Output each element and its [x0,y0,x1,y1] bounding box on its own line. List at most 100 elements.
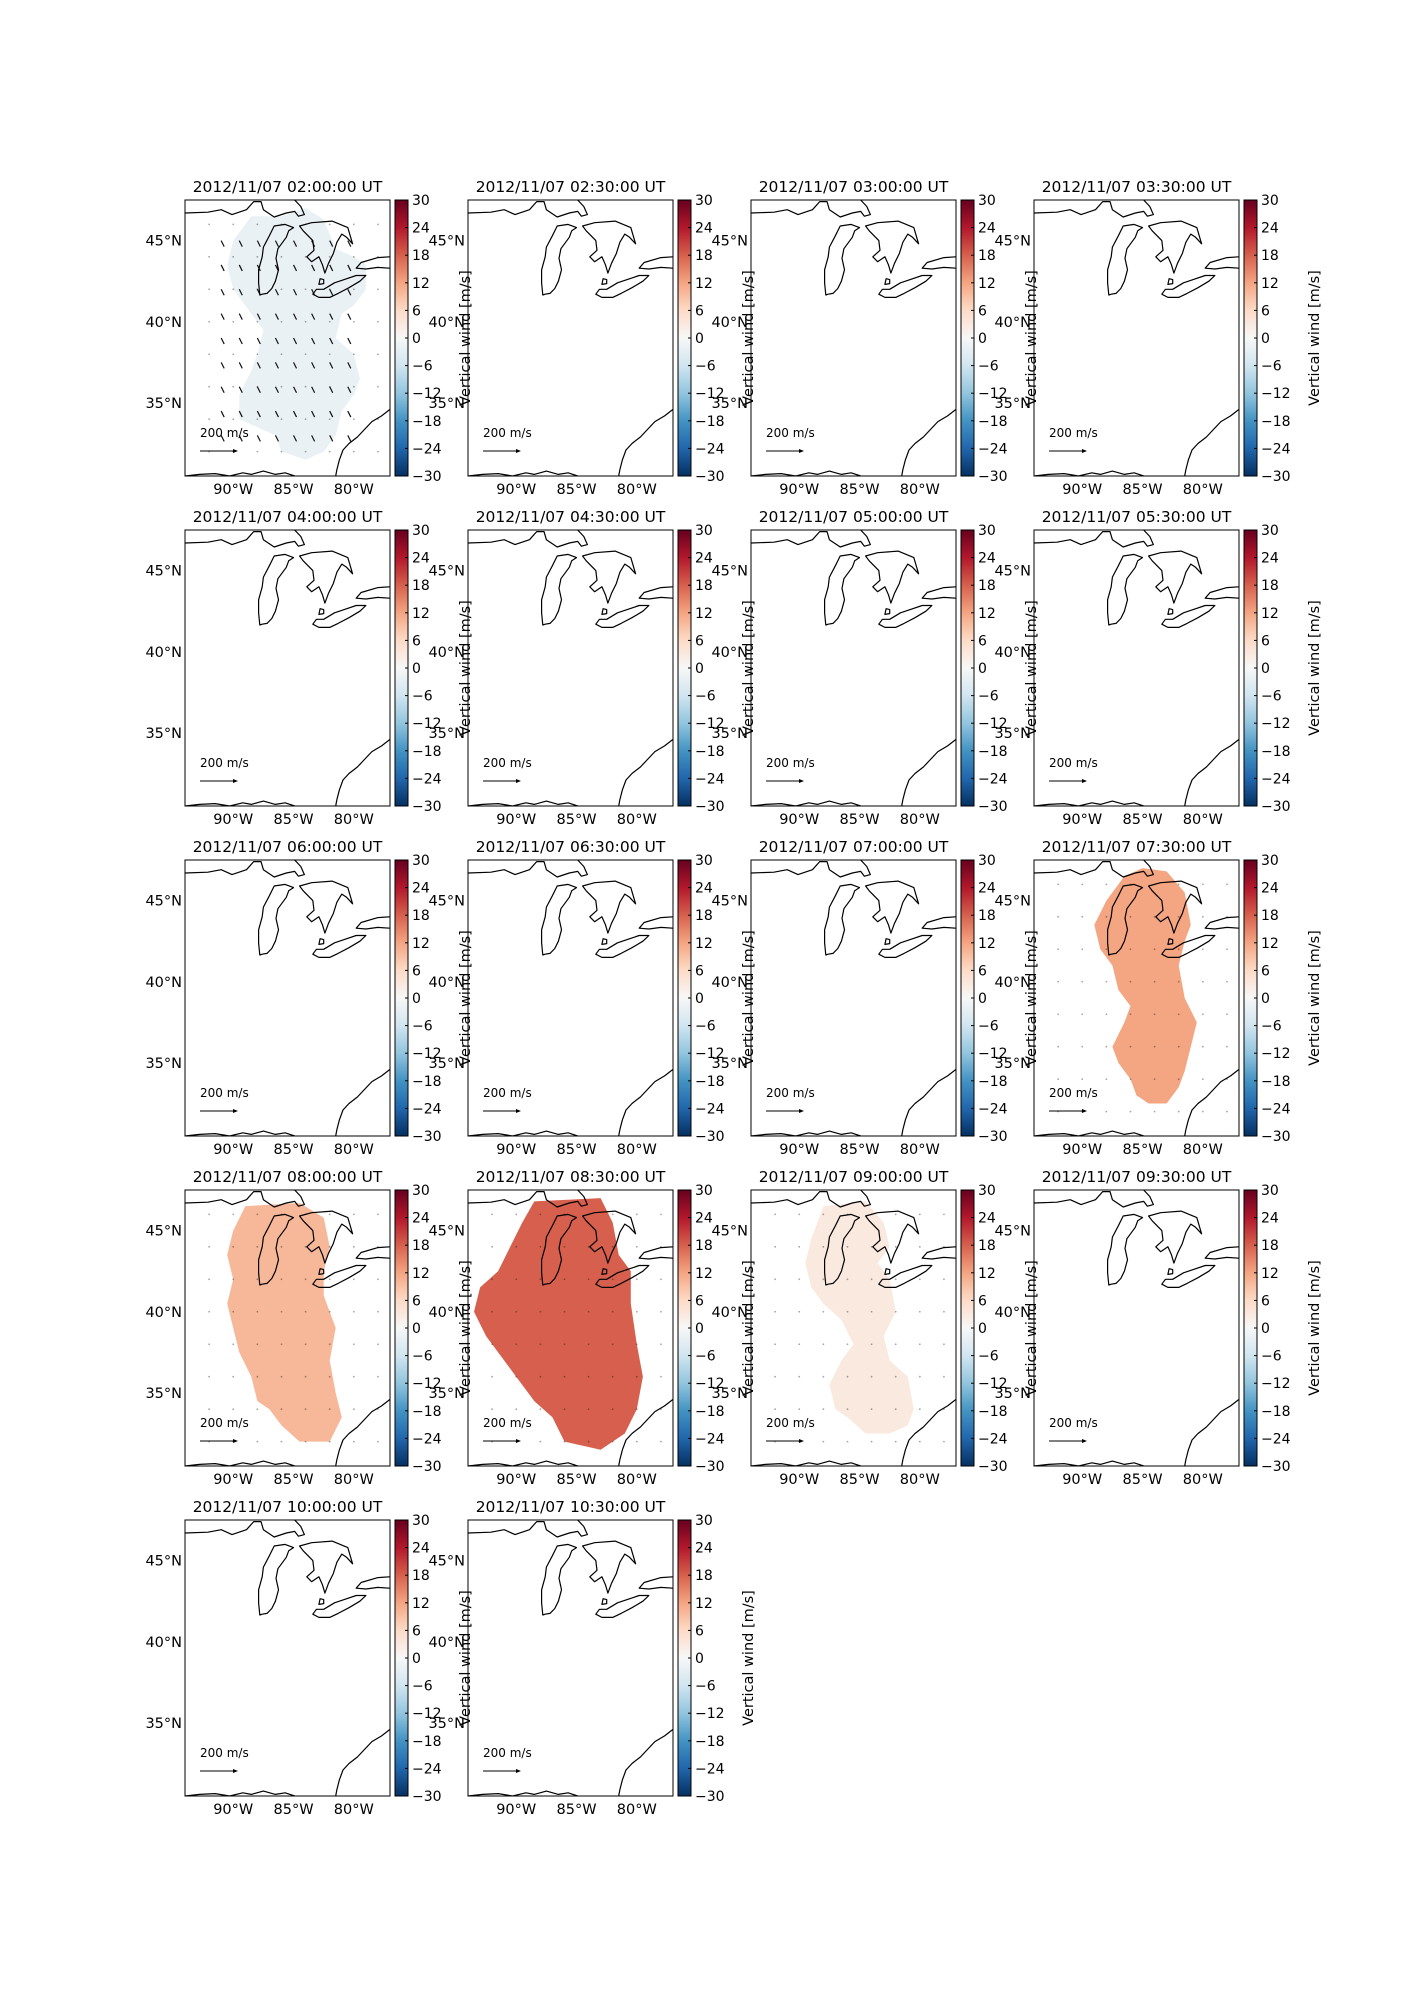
colorbar-label: Vertical wind [m/s] [458,270,474,406]
colorbar-tick-label: −6 [1261,359,1282,375]
grid-point [352,288,355,291]
vertical-wind-field [227,208,366,460]
colorbar-tick-label: 0 [1261,331,1270,347]
colorbar-tick-label: 6 [412,1293,421,1309]
grid-point [377,223,379,226]
lon-tick-label: 85°W [1123,482,1163,498]
lon-tick-label: 80°W [334,482,374,498]
grid-point [208,320,211,323]
colorbar-tick-label: 12 [1261,276,1279,292]
colorbar-tick-label: 24 [1261,551,1279,567]
colorbar-tick-label: 24 [412,1211,430,1227]
colorbar-tick-label: 18 [1261,578,1279,594]
lon-tick-label: 90°W [1062,1142,1102,1158]
lat-tick-label: 40°N [145,1635,182,1651]
lat-tick-label: 40°N [994,975,1031,991]
map-panel-13: 2012/11/07 08:00:00 UT 200 m/s 45°N 40°N 35°… [145,1168,474,1488]
map-area [751,530,956,806]
grid-point [539,1375,542,1378]
grid-point [635,1375,638,1378]
coastline [824,1213,861,1286]
lon-tick-label: 90°W [496,1802,536,1818]
grid-point [846,1375,849,1378]
grid-point [563,1343,566,1346]
coastline [468,530,588,548]
grid-point [352,255,355,258]
grid-point [208,288,211,291]
colorbar-tick-label: 18 [1261,908,1279,924]
colorbar-tick-label: −6 [412,359,433,375]
grid-point [328,1278,331,1281]
colorbar: 30 24 18 12 6 0 −6 −12 −18 −24 −30 Vertical wind [m… [394,1513,474,1805]
vertical-wind-field [1094,868,1197,1104]
lon-tick-label: 90°W [496,1472,536,1488]
lat-tick-label: 40°N [145,1305,182,1321]
grid-point [1081,1013,1084,1016]
grid-point [328,1213,331,1216]
grid-point [280,418,283,421]
coastline [601,608,608,615]
grid-point [232,353,235,356]
grid-point [870,1408,873,1411]
grid-point [943,1375,945,1378]
colorbar-tick-label: 0 [1261,1321,1270,1337]
grid-point [1129,948,1132,951]
grid-point [232,1245,235,1248]
lat-tick-label: 45°N [994,234,1031,250]
reference-arrow-label: 200 m/s [200,426,249,440]
colorbar-tick-label: 24 [1261,221,1279,237]
panel-title: 2012/11/07 04:30:00 UT [476,508,666,526]
grid-point [635,1213,638,1216]
lon-tick-label: 85°W [1123,1472,1163,1488]
grid-point [208,255,211,258]
map-area [468,1190,673,1466]
grid-point [563,1408,566,1411]
colorbar-tick-label: −18 [978,744,1008,760]
colorbar-tick-label: 24 [695,1541,713,1557]
grid-point [515,1310,518,1313]
map-panel-5: 2012/11/07 04:00:00 UT 200 m/s 45°N 40°N 35°… [145,508,474,828]
lon-tick-label: 90°W [779,1142,819,1158]
coastline [582,1210,637,1264]
colorbar-tick-label: 12 [978,1266,996,1282]
colorbar-tick-label: 6 [695,1293,704,1309]
coastline [1034,800,1144,806]
grid-point [918,1408,921,1411]
grid-point [822,1408,825,1411]
colorbar-tick-label: 6 [412,303,421,319]
map-frame [467,859,674,1137]
coastline [1167,938,1174,945]
colorbar-tick-label: 12 [695,1266,713,1282]
wind-vector [238,313,243,320]
lat-tick-label: 35°N [428,1056,465,1072]
map-area [185,860,390,1136]
colorbar-tick-label: 6 [412,633,421,649]
lat-tick-label: 45°N [428,1224,465,1240]
coastline [824,553,861,626]
map-panel-7: 2012/11/07 05:00:00 UT 200 m/s 45°N 40°N 35°… [711,508,1040,828]
colorbar-tick-label: 6 [978,303,987,319]
wind-vector [329,362,334,369]
colorbar-tick-label: 0 [978,661,987,677]
colorbar-tick-label: 0 [1261,991,1270,1007]
colorbar: 30 24 18 12 6 0 −6 −12 −18 −24 −30 Vertical wind [m… [1243,523,1323,815]
coastline [638,916,673,930]
colorbar-tick-label: −12 [412,1046,442,1062]
reference-arrow-head [233,449,238,453]
grid-point [377,1213,379,1216]
colorbar-tick-label: −6 [978,359,999,375]
grid-point [774,1343,777,1346]
colorbar-tick-label: −12 [1261,1046,1291,1062]
map-frame [184,199,391,477]
reference-arrow-label: 200 m/s [200,756,249,770]
lon-tick-label: 80°W [334,1802,374,1818]
lat-tick-label: 35°N [145,1386,182,1402]
colorbar-tick-label: −12 [978,1046,1008,1062]
reference-arrow-head [799,1109,804,1113]
grid-point [515,1375,518,1378]
coastline [901,738,956,806]
lat-tick-label: 40°N [428,645,465,661]
coastline [318,278,325,285]
grid-point [352,450,355,453]
